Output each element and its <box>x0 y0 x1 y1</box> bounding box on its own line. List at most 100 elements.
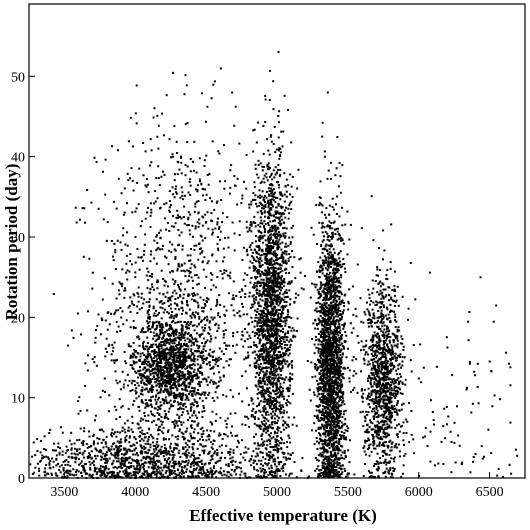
data-point <box>263 181 266 184</box>
data-point <box>188 392 190 395</box>
data-point <box>142 439 145 442</box>
data-point <box>275 206 278 209</box>
data-point <box>160 450 163 453</box>
data-point <box>279 198 282 201</box>
data-point <box>193 420 196 423</box>
data-point <box>158 292 161 295</box>
data-point <box>134 447 137 450</box>
data-point <box>147 456 150 459</box>
data-point <box>284 422 287 425</box>
data-point <box>135 475 137 478</box>
data-point <box>94 457 97 460</box>
data-point <box>122 323 125 326</box>
data-point <box>105 435 108 438</box>
data-point <box>130 428 133 431</box>
data-point <box>151 460 154 463</box>
data-point <box>129 390 132 393</box>
data-point <box>276 281 279 284</box>
data-point <box>225 463 228 466</box>
data-point <box>167 390 170 393</box>
data-point <box>194 300 197 303</box>
data-point <box>157 455 160 458</box>
data-point <box>199 393 202 396</box>
data-point <box>173 396 175 399</box>
data-point <box>261 451 264 454</box>
data-point <box>209 320 211 323</box>
data-point <box>192 464 195 467</box>
data-point <box>269 442 272 445</box>
data-point <box>170 225 173 228</box>
data-point <box>146 452 149 455</box>
data-point <box>196 423 199 426</box>
data-point <box>143 358 146 361</box>
data-point <box>154 460 157 463</box>
data-point <box>289 343 292 346</box>
data-point <box>186 410 189 413</box>
data-point <box>264 304 267 307</box>
data-point <box>202 391 205 394</box>
data-point <box>282 299 285 301</box>
data-point <box>160 358 163 361</box>
data-point <box>275 327 278 330</box>
data-point <box>281 269 284 272</box>
data-point <box>162 426 165 429</box>
data-point <box>201 261 204 264</box>
data-point <box>269 287 271 290</box>
data-point <box>160 354 163 357</box>
data-point <box>160 423 163 426</box>
data-point <box>47 472 50 475</box>
data-point <box>282 261 285 264</box>
data-point <box>225 426 228 429</box>
data-point <box>211 273 214 276</box>
data-point <box>216 217 219 220</box>
data-point <box>159 391 162 394</box>
data-point <box>163 375 166 378</box>
data-point <box>303 274 306 277</box>
data-point <box>288 253 291 256</box>
data-point <box>190 248 192 250</box>
data-point <box>225 344 227 347</box>
data-point <box>155 262 158 265</box>
data-point <box>266 298 269 301</box>
data-point <box>267 224 270 226</box>
data-point <box>187 211 190 214</box>
data-point <box>188 327 191 330</box>
data-point <box>126 202 128 205</box>
data-point <box>143 388 146 391</box>
data-point <box>174 360 177 363</box>
data-point <box>201 359 204 362</box>
data-point <box>193 324 196 327</box>
data-point <box>278 410 281 413</box>
data-point <box>173 463 176 466</box>
data-point <box>175 345 177 348</box>
data-point <box>99 474 102 477</box>
data-point <box>192 451 195 454</box>
data-point <box>152 395 154 398</box>
data-point <box>196 283 199 286</box>
data-point <box>202 194 204 197</box>
data-point <box>81 453 84 456</box>
data-point <box>161 248 164 251</box>
data-point <box>203 449 206 452</box>
data-point <box>187 279 190 282</box>
data-point <box>275 262 278 265</box>
data-point <box>254 240 257 243</box>
data-point <box>188 229 191 232</box>
data-point <box>186 376 189 379</box>
data-point <box>84 362 87 365</box>
data-point <box>215 386 218 389</box>
data-point <box>198 178 201 181</box>
data-point <box>180 328 183 330</box>
data-point <box>103 469 106 472</box>
data-point <box>52 293 55 295</box>
data-point <box>189 178 192 181</box>
data-point <box>155 314 158 317</box>
data-point <box>268 268 270 271</box>
data-point <box>146 320 148 323</box>
data-point <box>197 282 200 285</box>
data-point <box>177 403 180 406</box>
data-point <box>274 382 277 385</box>
data-point <box>168 209 171 212</box>
data-point <box>160 317 163 320</box>
data-point <box>236 312 239 314</box>
